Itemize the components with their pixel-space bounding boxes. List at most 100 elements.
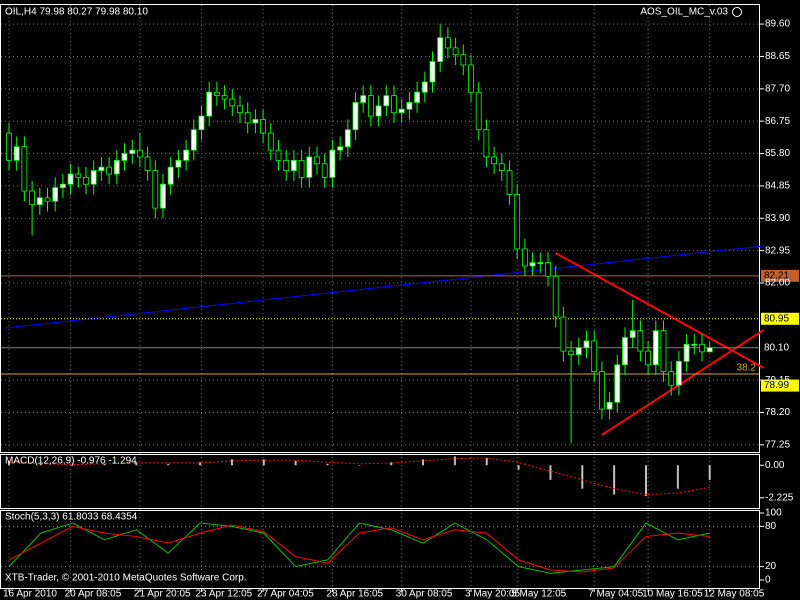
candle-body [129, 149, 136, 154]
current-price-tag [761, 341, 799, 354]
candle-body [275, 149, 282, 161]
candle-body [252, 119, 259, 124]
candle-body [444, 37, 451, 49]
candle-body [98, 166, 105, 171]
candle-body [52, 187, 59, 202]
candle-body [283, 159, 290, 171]
candle-body [298, 159, 305, 178]
chart-title: OIL,H4 79.98 80.27 79.98 80.10 [5, 7, 148, 18]
candle-body [591, 340, 598, 372]
candle-body [498, 163, 505, 171]
candle-body [44, 197, 51, 202]
candle-body [13, 146, 20, 161]
candle-body [67, 173, 74, 185]
current-price-label: 80.10 [764, 342, 789, 353]
candle-body [691, 343, 698, 346]
candle-body [645, 350, 651, 366]
footer: XTB-Trader, © 2001-2010 MetaQuotes Softw… [5, 573, 247, 584]
y-tick-label: 84.85 [765, 181, 790, 192]
candle-body [568, 350, 574, 355]
price-tag [761, 269, 799, 282]
y-tick-label: 82.00 [765, 278, 790, 289]
candle-body [683, 343, 690, 362]
candle-body [360, 95, 367, 103]
main-frame [0, 4, 760, 453]
x-tick-label: 21 Apr 20:05 [134, 589, 191, 600]
y-tick-label: 80 [765, 521, 777, 532]
candle-body [468, 64, 474, 93]
price-tag [761, 379, 799, 392]
candle-body [221, 95, 228, 100]
candle-body [391, 95, 397, 114]
candle-body [121, 153, 128, 161]
y-tick-label: 83.90 [765, 213, 790, 224]
y-tick-label: 86.75 [765, 116, 790, 127]
candle-body [506, 170, 513, 195]
candle-body [699, 343, 705, 353]
candle-body [599, 371, 605, 410]
candle-body [614, 364, 621, 403]
candle-body [414, 91, 421, 103]
candle-body [183, 149, 190, 161]
candle-body [198, 115, 205, 131]
price-tag-label: 80.95 [764, 313, 789, 324]
macd-bar [613, 465, 616, 495]
macd-bar [103, 463, 106, 466]
x-tick-label: 5 May 12:05 [511, 589, 566, 600]
macd-bar [708, 465, 711, 480]
candle-body [29, 190, 36, 206]
y-tick-label: 77.25 [765, 439, 790, 450]
candle-body [437, 37, 444, 62]
macd-bar [135, 462, 138, 466]
candle-body [83, 176, 89, 185]
candle-body [113, 159, 120, 175]
macd-bar [199, 462, 202, 466]
candle-body [398, 108, 405, 114]
candle-body [421, 81, 428, 93]
candle-body [321, 163, 328, 178]
candle-body [529, 262, 536, 267]
price-tag-label: 82.21 [764, 270, 789, 281]
candle-body [637, 330, 644, 352]
candle-body [60, 183, 66, 189]
candle-body [491, 156, 498, 165]
y-tick-label: 85.80 [765, 148, 790, 159]
candle-body [375, 105, 382, 117]
candle-body [260, 119, 267, 134]
candle-body [36, 197, 43, 206]
x-tick-label: 20 Apr 08:05 [65, 589, 122, 600]
candle-body [514, 194, 521, 250]
candle-body [190, 129, 197, 151]
candle-body [660, 330, 667, 372]
macd-bar [8, 460, 10, 466]
macd-bar [676, 465, 679, 489]
macd-bar [167, 463, 170, 466]
trendline [5, 245, 764, 329]
macd-bar [453, 456, 456, 466]
candle-body [575, 347, 582, 355]
candle-body [314, 156, 320, 165]
candle-body [606, 401, 613, 410]
price-tag-label: 78.99 [764, 380, 789, 391]
trendline [555, 252, 765, 369]
x-tick-label: 16 Apr 2010 [3, 589, 57, 600]
candle-body [267, 132, 274, 151]
stoch-line [8, 522, 710, 574]
candle-body [537, 262, 544, 264]
macd-bar [549, 465, 552, 480]
candle-body [352, 102, 359, 131]
candle-body [337, 146, 344, 151]
macd-bar [326, 463, 329, 466]
candle-body [676, 360, 682, 386]
candle-body [329, 149, 336, 178]
x-tick-label: 23 Apr 12:05 [196, 589, 253, 600]
candle-body [406, 102, 413, 110]
candle-body [244, 112, 251, 124]
fib-label: 38.2 [737, 363, 757, 374]
candle-body [6, 132, 12, 161]
candle-body [706, 347, 713, 353]
macd-bar [39, 463, 42, 466]
y-tick-label: 87.70 [765, 83, 790, 94]
macd-bar [645, 465, 647, 496]
